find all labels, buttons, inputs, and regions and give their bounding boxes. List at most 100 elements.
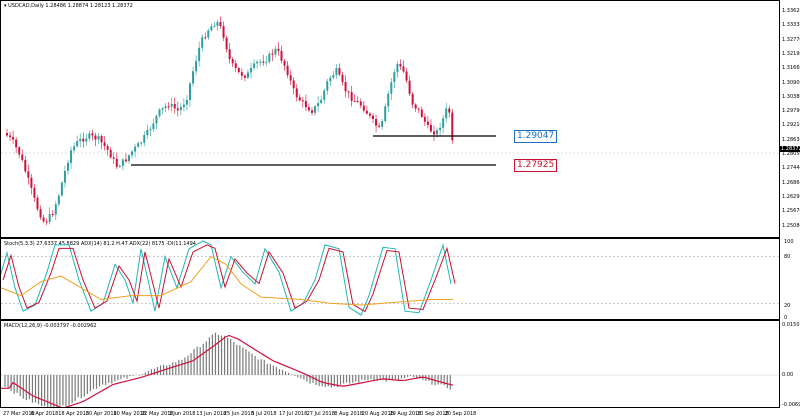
time-tick-label: 25 Jun 2018 — [223, 411, 254, 417]
candle — [103, 136, 106, 151]
price-tick-label: 1.25670 — [782, 208, 800, 215]
candle — [280, 45, 283, 64]
candle — [82, 132, 85, 148]
symbol-menu-icon[interactable]: ▾ — [4, 3, 7, 9]
candle — [250, 62, 252, 79]
time-tick-label: 20 Aug 2018 — [361, 411, 394, 417]
candle — [91, 130, 94, 141]
candle — [219, 16, 222, 29]
candle — [167, 102, 170, 111]
candle — [402, 60, 405, 74]
time-tick-label: 6 Apr 2018 — [30, 411, 59, 417]
stochastic-pane[interactable]: Stoch(5,3,3) 27.6337 45.8829 ADX(14) 81.… — [0, 238, 780, 320]
candle — [372, 113, 374, 123]
candle — [289, 70, 292, 85]
candle — [118, 163, 121, 168]
macd-signal-line — [1, 334, 454, 407]
candle — [451, 108, 454, 144]
macd-pane[interactable]: MACD(12,26,9) -0.003797 -0.002962 — [0, 320, 780, 408]
candle — [341, 71, 344, 86]
candle — [420, 106, 423, 119]
symbol-header: ▾ USDCAD,Daily 1.28486 1.28874 1.28123 1… — [4, 3, 133, 9]
price-tick-label: 1.28050 — [782, 151, 800, 157]
candle — [173, 97, 176, 114]
candle — [301, 97, 304, 108]
price-tick-label: 1.29210 — [782, 122, 800, 129]
candle — [210, 23, 213, 32]
candle — [387, 90, 390, 113]
candle — [42, 214, 45, 224]
candle — [152, 118, 155, 132]
candle — [222, 21, 225, 42]
adx-line — [1, 255, 453, 306]
candle — [396, 61, 399, 78]
candle — [213, 21, 216, 28]
time-tick-label: 29 Aug 2018 — [389, 411, 422, 417]
candle — [393, 68, 396, 88]
macd-tick-label: 0.01503 — [782, 322, 800, 328]
candle — [39, 205, 42, 220]
time-tick-label: 20 Sep 2018 — [444, 411, 477, 417]
candle — [445, 102, 448, 123]
stoch-header: Stoch(5,3,3) 27.6337 45.8829 ADX(14) 81.… — [4, 241, 196, 247]
candle — [198, 41, 201, 67]
candle — [405, 67, 408, 84]
candle — [362, 101, 365, 113]
candle — [277, 42, 280, 56]
stoch-tick-label: 0 — [784, 315, 788, 321]
time-tick-label: 10 Sep 2018 — [417, 411, 449, 417]
candle — [9, 131, 12, 142]
stoch-tick-label: 80 — [784, 254, 791, 260]
time-tick-label: 17 Jul 2018 — [279, 411, 308, 417]
candle — [417, 107, 420, 114]
candle — [216, 19, 219, 31]
candle — [390, 78, 393, 101]
candle — [149, 126, 152, 137]
candle — [6, 128, 8, 138]
candle — [262, 54, 265, 66]
candle — [179, 102, 182, 116]
candle — [433, 125, 435, 142]
price-tick-label: 1.29790 — [782, 108, 800, 115]
candle — [237, 66, 240, 74]
price-tick-label: 1.32770 — [782, 36, 800, 43]
candle — [158, 108, 161, 118]
stochastic-chart — [1, 240, 779, 316]
candle — [207, 28, 210, 40]
price-axis[interactable]: 1.33620 1.33330 1.32770 1.32190 1.31660 1.309… — [780, 0, 800, 238]
support-level-label: 1.27925 — [514, 159, 558, 172]
candle — [85, 133, 88, 146]
macd-header: MACD(12,26,9) -0.003797 -0.002962 — [4, 323, 97, 329]
candlestick-chart[interactable] — [1, 1, 780, 238]
price-pane[interactable]: ▾ USDCAD,Daily 1.28486 1.28874 1.28123 1… — [0, 0, 780, 238]
candle — [384, 103, 387, 123]
time-tick-label: 5 Jul 2018 — [251, 411, 277, 417]
candle — [185, 95, 188, 111]
candle — [131, 150, 134, 159]
candle — [335, 64, 338, 79]
time-tick-label: 30 Apr 2018 — [85, 411, 117, 417]
candle — [368, 111, 371, 119]
candle — [286, 60, 289, 79]
candle — [253, 59, 256, 71]
symbol-header-text: USDCAD,Daily 1.28486 1.28874 1.28123 1.2… — [8, 3, 133, 9]
candle — [320, 95, 323, 105]
candle — [106, 144, 109, 156]
candle — [307, 103, 310, 112]
candle — [137, 141, 140, 148]
candle — [271, 49, 274, 62]
candle — [192, 66, 195, 87]
candle — [329, 75, 332, 86]
resistance-level-label: 1.29047 — [514, 130, 558, 143]
candle — [234, 59, 237, 73]
price-tick-label: 1.28630 — [782, 136, 800, 143]
candle — [338, 63, 341, 77]
candle — [326, 78, 329, 95]
candle — [259, 59, 262, 67]
price-tick-label: 1.30380 — [782, 93, 800, 100]
time-tick-label: 27 Mar 2018 — [3, 411, 35, 417]
candle — [124, 153, 127, 164]
candle — [408, 75, 411, 97]
macd-axis: 0.01503 0.00 -0.00695 — [780, 320, 800, 408]
